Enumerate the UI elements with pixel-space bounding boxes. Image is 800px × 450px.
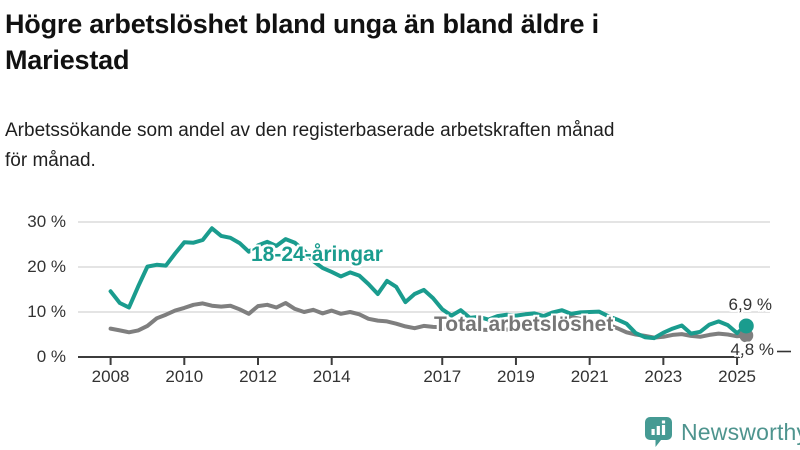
y-axis-label: 20 % [27,257,66,276]
series-line-total [108,301,749,340]
x-axis-label: 2017 [423,367,462,386]
x-axis-label: 2019 [497,367,535,386]
end-value-label-total: 4,8 % [730,340,774,359]
end-value-label-youth: 6,9 % [728,295,772,314]
x-axis-label: 2025 [718,367,756,386]
chart-subtitle-line2: för månad. [5,150,96,171]
page-title: Högre arbetslöshet bland unga än bland ä… [5,6,799,78]
end-dot-youth [738,318,754,334]
x-axis-label: 2008 [91,367,130,386]
series-label-youth: 18-24-åringar [251,243,383,266]
chart-subtitle: Arbetssökande som andel av den registerb… [5,116,785,176]
x-axis-label: 2010 [165,367,204,386]
x-axis-label: 2023 [644,367,683,386]
newsworthy-logo-text: Newsworthy [681,418,800,445]
x-axis-label: 2021 [570,367,609,386]
y-axis-label: 10 % [27,302,66,321]
chart-subtitle-line1: Arbetssökande som andel av den registerb… [5,120,615,141]
newsworthy-logo-icon [645,417,672,447]
series-line-youth [108,226,749,341]
x-axis-label: 2012 [239,367,277,386]
newsworthy-logo: Newsworthy [644,416,800,448]
page-title-line2: Mariestad [5,45,130,75]
page-title-line1: Högre arbetslöshet bland unga än bland ä… [5,9,599,39]
series-label-total: Total arbetslöshet [434,313,614,336]
y-axis-label: 0 % [36,347,66,366]
y-axis-label: 30 % [27,212,66,231]
x-axis-label: 2014 [312,367,351,386]
